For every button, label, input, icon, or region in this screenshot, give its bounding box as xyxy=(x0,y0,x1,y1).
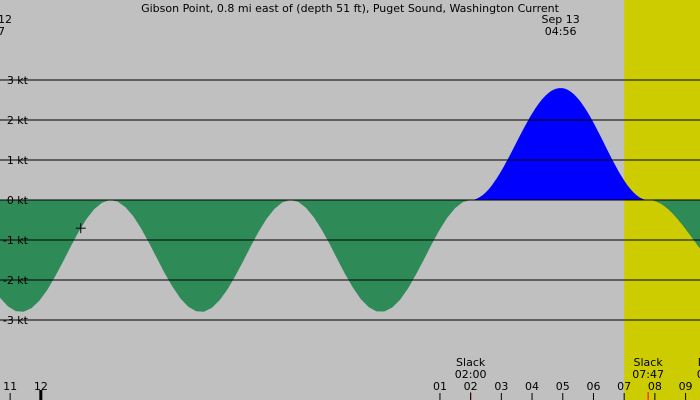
hour-label: 12 xyxy=(34,380,48,393)
hour-axis: 11 12 01 02 03 04 05 06 07 08 09 xyxy=(3,380,693,400)
y-tick-label: 0 kt xyxy=(7,194,29,207)
event-label: Mrise xyxy=(698,356,700,369)
y-tick-label: 3 kt xyxy=(7,74,29,87)
hour-label: 05 xyxy=(556,380,570,393)
event-label: Slack xyxy=(634,356,664,369)
event-time: 09:53 xyxy=(697,368,700,381)
hour-label: 08 xyxy=(648,380,662,393)
ebb-area xyxy=(0,200,471,312)
y-tick-label: -3 kt xyxy=(3,314,29,327)
current-time-marker xyxy=(75,223,86,234)
y-axis-labels: 3 kt 2 kt 1 kt 0 kt -1 kt -2 kt -3 kt xyxy=(3,74,29,327)
peak-time-label: 04:56 xyxy=(545,25,577,38)
hour-label: 07 xyxy=(617,380,631,393)
hour-label: 09 xyxy=(679,380,693,393)
grid-lines xyxy=(0,79,700,321)
hour-label: 06 xyxy=(586,380,600,393)
hour-label: 02 xyxy=(464,380,478,393)
hour-label: 04 xyxy=(525,380,539,393)
current-areas xyxy=(0,88,700,312)
y-tick-label: 1 kt xyxy=(7,154,29,167)
event-time: 07:47 xyxy=(632,368,664,381)
chart-title: Gibson Point, 0.8 mi east of (depth 51 f… xyxy=(141,2,560,15)
peak-time-label: 7 xyxy=(0,25,5,38)
peak-date-label: Sep 13 xyxy=(541,13,579,26)
peak-date-label: 12 xyxy=(0,13,12,26)
hour-label: 11 xyxy=(3,380,17,393)
hour-label: 01 xyxy=(433,380,447,393)
hour-label: 03 xyxy=(494,380,508,393)
ebb-area xyxy=(648,200,700,249)
event-label: Slack xyxy=(456,356,486,369)
y-tick-label: -2 kt xyxy=(3,274,29,287)
y-tick-label: 2 kt xyxy=(7,114,29,127)
y-tick-label: -1 kt xyxy=(3,234,29,247)
event-time: 02:00 xyxy=(455,368,487,381)
flood-area xyxy=(470,88,649,200)
